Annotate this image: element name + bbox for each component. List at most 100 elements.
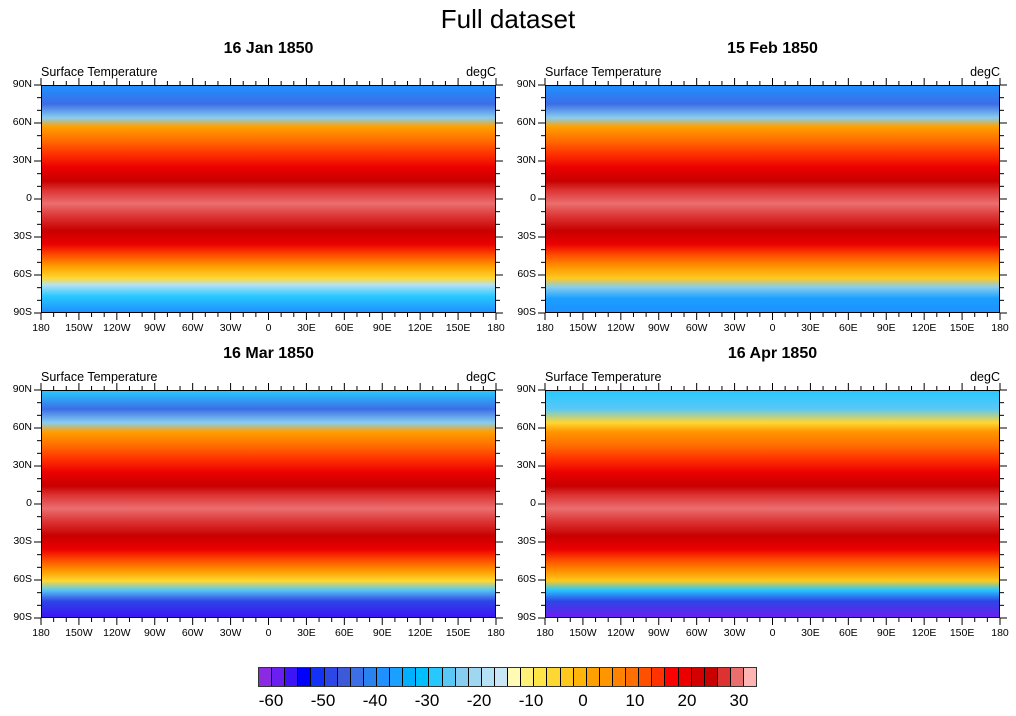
lat-tick-label: 60N [516, 421, 536, 433]
variable-label: Surface Temperature [545, 370, 662, 384]
axis-ticks [538, 383, 1007, 625]
lon-tick-label: 180 [536, 627, 554, 639]
colorbar-box [599, 668, 613, 686]
colorbar-box [376, 668, 391, 686]
colorbar-box [468, 668, 482, 686]
lon-tick-label: 180 [32, 322, 50, 334]
colorbar-label: -60 [258, 691, 284, 710]
panel-title: 15 Feb 1850 [727, 40, 818, 57]
colorbar-label: -10 [518, 691, 544, 710]
lon-tick-label: 30W [723, 322, 746, 334]
panel-title: 16 Jan 1850 [223, 40, 314, 57]
colorbar-box [691, 668, 705, 686]
colorbar-box [363, 668, 377, 686]
colorbar-box [573, 668, 587, 686]
figure-title: Full dataset [440, 4, 576, 34]
lon-tick-label: 90W [143, 322, 166, 334]
colorbar-box [285, 668, 299, 686]
lon-tick-label: 180 [487, 322, 505, 334]
lon-tick-label: 60E [334, 627, 354, 639]
units-label: degC [970, 370, 1000, 384]
lat-tick-label: 30S [517, 535, 536, 547]
lon-tick-label: 0 [265, 627, 272, 639]
temperature-field [546, 391, 999, 617]
lat-tick-label: 90S [13, 306, 32, 318]
lat-tick-label: 60S [517, 268, 536, 280]
colorbar-label: -40 [362, 691, 388, 710]
axis-ticks [34, 383, 503, 625]
lon-tick-label: 120W [103, 627, 131, 639]
axis-ticks [34, 78, 503, 320]
lon-tick-label: 150E [445, 627, 471, 639]
temperature-map [545, 85, 1000, 313]
colorbar-box [547, 668, 561, 686]
lat-tick-label: 60S [517, 573, 536, 585]
lat-tick-label: 60S [13, 268, 32, 280]
colorbar-box [744, 668, 757, 686]
colorbar-box [390, 668, 404, 686]
map-panel: 16 Apr 1850 Surface Temperature degC 180… [504, 345, 1009, 645]
lat-tick-label: 90N [516, 78, 536, 90]
temperature-field [42, 86, 495, 312]
temperature-map [41, 390, 496, 618]
colorbar-label: -50 [310, 691, 336, 710]
lat-tick-label: 0 [26, 497, 32, 509]
temperature-map [41, 85, 496, 313]
colorbar-label: -20 [466, 691, 492, 710]
lat-tick-label: 90S [517, 611, 536, 623]
temperature-map [545, 390, 1000, 618]
lat-tick-label: 30N [12, 154, 32, 166]
lat-tick-label: 30N [516, 154, 536, 166]
lon-tick-label: 180 [487, 627, 505, 639]
lon-tick-label: 120W [607, 322, 635, 334]
colorbar-box [311, 668, 325, 686]
lon-tick-label: 150W [65, 322, 93, 334]
lon-tick-label: 150E [445, 322, 471, 334]
lon-tick-label: 30E [801, 627, 820, 639]
lon-tick-label: 0 [769, 322, 776, 334]
lat-tick-label: 0 [530, 497, 536, 509]
temperature-field [42, 391, 495, 617]
colorbar-box [481, 668, 495, 686]
colorbar-box [652, 668, 666, 686]
map-panel: 15 Feb 1850 Surface Temperature degC 180… [504, 40, 1009, 340]
axis-ticks [538, 78, 1007, 320]
lon-tick-label: 120E [911, 322, 937, 334]
lat-tick-label: 30S [13, 230, 32, 242]
lat-tick-label: 30N [516, 459, 536, 471]
units-label: degC [466, 370, 496, 384]
colorbar-box [717, 668, 731, 686]
lat-tick-label: 60N [516, 116, 536, 128]
lat-tick-label: 30S [517, 230, 536, 242]
colorbar-box [521, 668, 535, 686]
lon-tick-label: 120E [407, 627, 433, 639]
colorbar-box [534, 668, 548, 686]
colorbar-box [639, 668, 653, 686]
lon-tick-label: 60W [181, 627, 204, 639]
lon-tick-label: 180 [536, 322, 554, 334]
lon-tick-label: 150W [569, 322, 597, 334]
colorbar-box [455, 668, 469, 686]
lat-tick-label: 30N [12, 459, 32, 471]
lon-tick-label: 60E [838, 322, 858, 334]
colorbar-box [665, 668, 679, 686]
lat-tick-label: 90N [12, 78, 32, 90]
colorbar-box [324, 668, 338, 686]
lat-tick-label: 90N [516, 383, 536, 395]
lon-tick-label: 180 [32, 627, 50, 639]
lat-tick-label: 30S [13, 535, 32, 547]
colorbar-box [730, 668, 745, 686]
lat-tick-label: 90S [13, 611, 32, 623]
lon-tick-label: 150W [65, 627, 93, 639]
lon-tick-label: 150W [569, 627, 597, 639]
units-label: degC [466, 65, 496, 79]
lon-tick-label: 30E [297, 627, 316, 639]
lon-tick-label: 30W [219, 322, 242, 334]
variable-label: Surface Temperature [41, 65, 158, 79]
colorbar-box [337, 668, 351, 686]
lon-tick-label: 60W [181, 322, 204, 334]
panel-title: 16 Apr 1850 [727, 345, 818, 362]
colorbar-box [272, 668, 286, 686]
panel-title: 16 Mar 1850 [223, 345, 314, 362]
colorbar-label: 20 [677, 691, 697, 710]
